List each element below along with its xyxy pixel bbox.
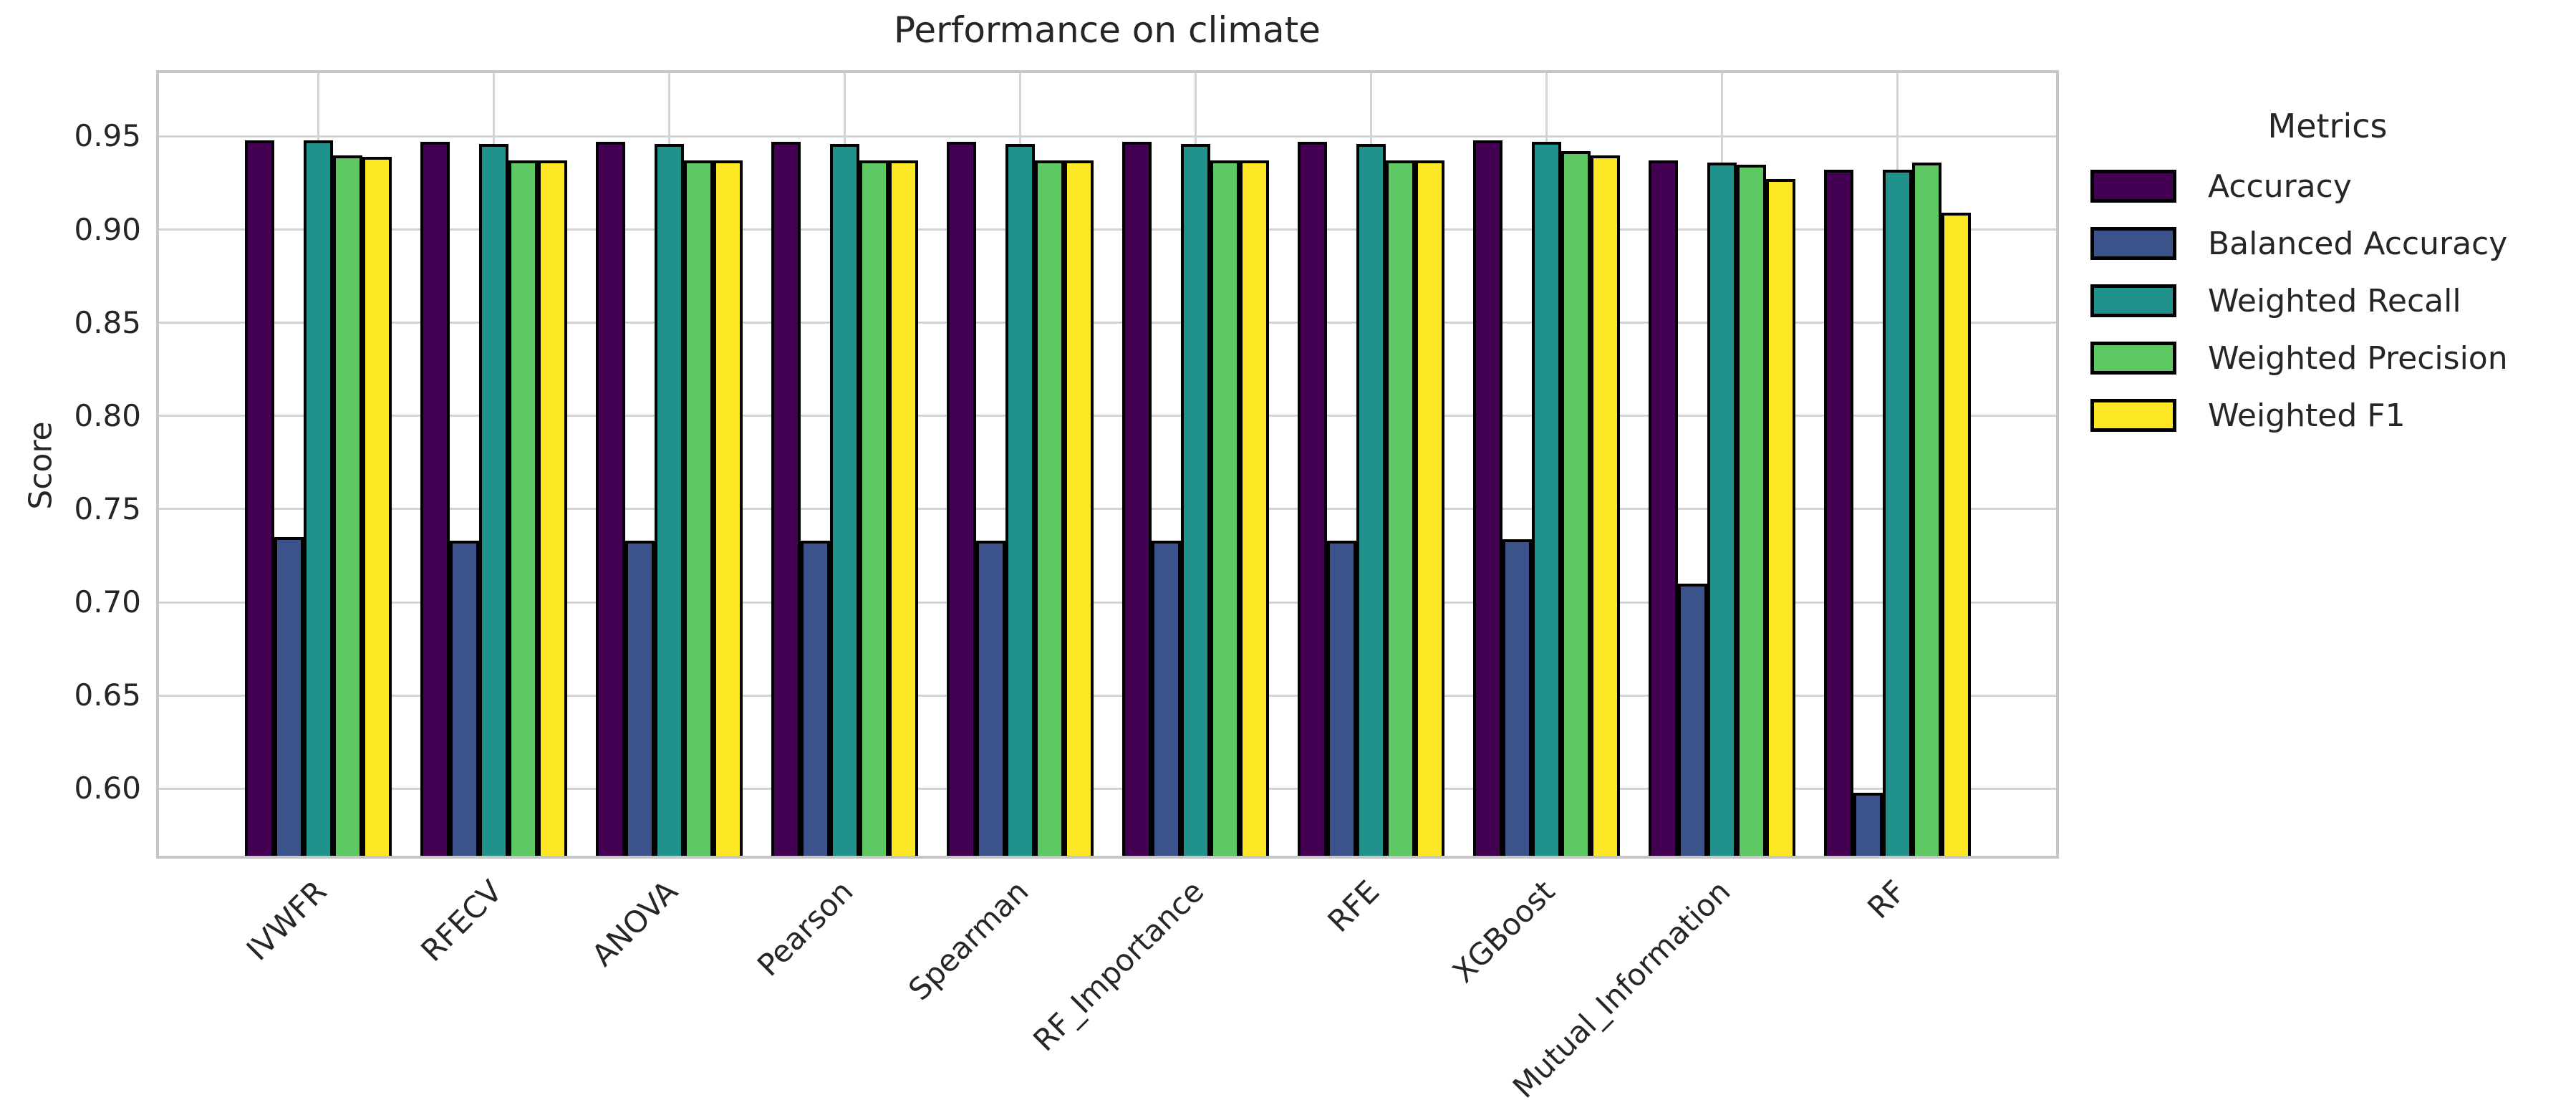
x-tick-label: RF_Importance [1026, 873, 1211, 1058]
y-tick-label: 0.85 [74, 304, 141, 340]
bar-RFECV-weighted-precision [508, 160, 538, 856]
bar-XGBoost-weighted-f1 [1590, 155, 1620, 856]
gridline-h [159, 601, 2056, 604]
legend-item: Accuracy [2090, 158, 2565, 215]
bar-RFECV-balanced-accuracy [449, 541, 479, 856]
legend-rows: Accuracy Balanced Accuracy Weighted Recall… [2090, 158, 2565, 444]
gridline-h [159, 694, 2056, 697]
legend-item: Balanced Accuracy [2090, 215, 2565, 272]
bar-Spearman-accuracy [946, 142, 976, 856]
bar-RF-accuracy [1823, 170, 1853, 856]
gridline-h [159, 415, 2056, 418]
bar-RFE-weighted-recall [1356, 143, 1386, 856]
bar-RFE-balanced-accuracy [1326, 541, 1356, 856]
bar-IVWFR-weighted-f1 [362, 157, 392, 856]
gridline-h [159, 135, 2056, 137]
bar-RF-weighted-precision [1911, 162, 1941, 856]
bar-Pearson-weighted-f1 [888, 160, 918, 856]
bar-XGBoost-weighted-recall [1531, 142, 1561, 856]
bar-RFECV-weighted-f1 [537, 160, 567, 856]
bar-XGBoost-balanced-accuracy [1502, 539, 1532, 856]
bar-Spearman-weighted-recall [1005, 143, 1035, 856]
bar-Mutual_Information-weighted-precision [1736, 164, 1766, 856]
bar-IVWFR-balanced-accuracy [274, 536, 304, 856]
plot-area [156, 70, 2059, 859]
y-tick-label: 0.75 [74, 491, 141, 526]
gridline-h [159, 787, 2056, 790]
bar-ANOVA-balanced-accuracy [624, 541, 655, 856]
legend-item-label: Weighted Precision [2208, 339, 2508, 377]
x-tick-label: Pearson [750, 873, 860, 983]
bar-RF_Importance-weighted-precision [1210, 160, 1240, 856]
x-tick-label: RFE [1321, 873, 1386, 940]
bar-RF_Importance-weighted-recall [1180, 143, 1210, 856]
bar-RF-balanced-accuracy [1853, 792, 1883, 856]
bar-RF-weighted-recall [1882, 170, 1912, 856]
bar-RFECV-weighted-recall [478, 143, 508, 856]
legend-swatch [2090, 399, 2176, 432]
legend: Metrics Accuracy Balanced Accuracy Weighte… [2090, 107, 2565, 444]
bar-XGBoost-weighted-precision [1560, 151, 1591, 856]
legend-swatch [2090, 284, 2176, 317]
legend-item: Weighted Precision [2090, 329, 2565, 387]
bar-ANOVA-weighted-f1 [713, 160, 743, 856]
legend-swatch [2090, 342, 2176, 375]
bar-RF-weighted-f1 [1941, 213, 1971, 856]
bar-IVWFR-accuracy [244, 140, 274, 856]
bar-Pearson-weighted-recall [829, 143, 859, 856]
bar-IVWFR-weighted-precision [332, 155, 362, 856]
gridline-h [159, 228, 2056, 231]
y-tick-label: 0.95 [74, 118, 141, 154]
legend-item: Weighted F1 [2090, 387, 2565, 444]
y-tick-label: 0.60 [74, 771, 141, 806]
bar-IVWFR-weighted-recall [303, 140, 333, 856]
bar-RFE-weighted-f1 [1414, 160, 1444, 856]
bar-Pearson-accuracy [771, 142, 801, 856]
bar-Mutual_Information-weighted-f1 [1765, 179, 1795, 856]
legend-item-label: Weighted F1 [2208, 397, 2406, 434]
legend-item-label: Accuracy [2208, 168, 2352, 205]
legend-item-label: Weighted Recall [2208, 282, 2461, 319]
chart-title: Performance on climate [894, 9, 1321, 51]
bar-Pearson-weighted-precision [859, 160, 889, 856]
bar-RFECV-accuracy [420, 142, 450, 856]
bar-RF_Importance-balanced-accuracy [1151, 541, 1181, 856]
bar-Mutual_Information-weighted-recall [1707, 162, 1737, 856]
x-tick-label: IVWFR [239, 873, 334, 967]
legend-swatch [2090, 227, 2176, 260]
y-tick-label: 0.90 [74, 211, 141, 247]
bar-ANOVA-weighted-recall [654, 143, 684, 856]
legend-swatch [2090, 170, 2176, 203]
bar-ANOVA-accuracy [595, 142, 625, 856]
bar-RF_Importance-accuracy [1121, 142, 1152, 856]
bar-RFE-weighted-precision [1385, 160, 1415, 856]
legend-item: Weighted Recall [2090, 272, 2565, 329]
legend-title: Metrics [2267, 107, 2388, 145]
bar-Spearman-balanced-accuracy [975, 541, 1005, 856]
x-tick-label: Spearman [902, 873, 1036, 1008]
y-tick-label: 0.65 [74, 677, 141, 713]
x-tick-label: ANOVA [584, 873, 685, 973]
bar-Mutual_Information-balanced-accuracy [1677, 584, 1707, 856]
bar-RFE-accuracy [1297, 142, 1327, 856]
x-tick-label: XGBoost [1445, 873, 1562, 990]
bar-RF_Importance-weighted-f1 [1239, 160, 1269, 856]
bar-Spearman-weighted-f1 [1063, 160, 1094, 856]
bar-XGBoost-accuracy [1472, 140, 1502, 856]
bar-Pearson-balanced-accuracy [800, 541, 830, 856]
x-tick-label: RF [1861, 873, 1913, 926]
x-tick-label: RFECV [414, 873, 509, 969]
bar-Spearman-weighted-precision [1034, 160, 1064, 856]
gridline-h [159, 322, 2056, 324]
y-tick-label: 0.80 [74, 397, 141, 433]
bar-Mutual_Information-accuracy [1648, 160, 1678, 856]
y-tick-label: 0.70 [74, 584, 141, 620]
gridline-h [159, 508, 2056, 511]
legend-item-label: Balanced Accuracy [2208, 225, 2508, 262]
bar-ANOVA-weighted-precision [683, 160, 713, 856]
